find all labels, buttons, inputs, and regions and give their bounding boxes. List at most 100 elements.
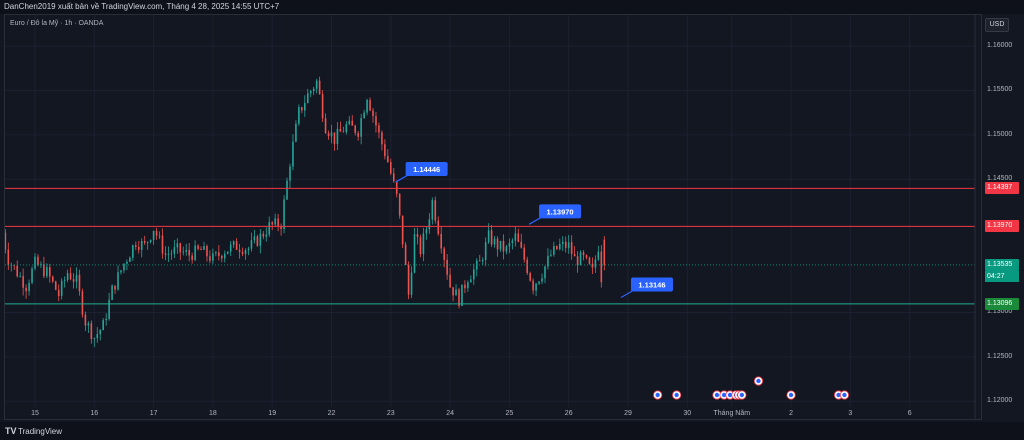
x-tick-label: 18	[209, 410, 217, 417]
footer-bar: TV TradingView	[0, 422, 1024, 440]
candle-up	[194, 245, 196, 260]
candle-up	[126, 261, 128, 264]
tradingview-logo-text[interactable]: TradingView	[18, 427, 63, 436]
candle-down	[333, 132, 336, 145]
candle-down	[443, 248, 445, 260]
candle-up	[330, 132, 333, 137]
candle-up	[470, 279, 472, 283]
candle-up	[149, 239, 152, 242]
candle-up	[170, 253, 173, 255]
candle-up	[132, 245, 134, 258]
candle-up	[309, 91, 312, 94]
tradingview-logo-icon[interactable]: TV	[5, 426, 17, 436]
callout-box[interactable]	[539, 204, 582, 219]
candle-up	[292, 141, 294, 167]
economic-event-icon-dot	[788, 392, 794, 398]
candle-up	[129, 257, 131, 262]
x-tick-label: 19	[268, 410, 276, 417]
candle-down	[256, 236, 259, 246]
candle-down	[37, 256, 39, 266]
candle-up	[455, 289, 457, 296]
candle-down	[401, 215, 404, 245]
candle-down	[591, 263, 594, 268]
candle-down	[25, 287, 27, 292]
candle-down	[529, 273, 531, 281]
candle-up	[105, 318, 107, 321]
candle-up	[274, 218, 276, 225]
candle-down	[155, 230, 158, 236]
candle-up	[152, 230, 155, 240]
candle-up	[185, 250, 188, 252]
price-chart[interactable]: 15 16 17 18 19 22 23 24 25 26 29 30 Tháng Năm 2 3 6 1.14…	[1, 14, 982, 420]
candle-down	[191, 255, 193, 260]
candle-up	[499, 240, 502, 250]
candle-down	[197, 245, 199, 249]
candle-up	[559, 243, 561, 250]
candle-down	[452, 287, 454, 296]
candle-down	[280, 226, 282, 230]
callout-box[interactable]	[630, 277, 673, 292]
candle-down	[387, 156, 389, 163]
candle-up	[597, 251, 600, 260]
callout-box[interactable]	[405, 162, 448, 177]
symbol-info[interactable]: Euro / Đô la Mỹ · 1h · OANDA	[10, 20, 104, 27]
candle-up	[34, 256, 36, 269]
candle-down	[7, 249, 10, 266]
candle-up	[66, 273, 69, 280]
candle-up	[28, 282, 30, 292]
candle-down	[478, 260, 481, 262]
candle-up	[298, 107, 300, 124]
candle-down	[22, 276, 24, 288]
candle-down	[392, 173, 395, 182]
candle-up	[140, 240, 143, 250]
candle-down	[419, 237, 422, 255]
candle-up	[203, 245, 205, 250]
candle-up	[226, 251, 229, 254]
candle-down	[179, 243, 182, 253]
economic-event-icon-dot	[674, 392, 679, 398]
candle-up	[541, 278, 543, 282]
y-tick-label: 1.16000	[987, 42, 1013, 50]
candle-down	[434, 200, 437, 221]
candle-up	[40, 264, 42, 266]
y-tick-label: 1.15500	[987, 86, 1013, 94]
candle-down	[78, 274, 81, 292]
candle-down	[437, 220, 440, 234]
currency-button[interactable]: USD	[985, 18, 1009, 32]
candle-down	[375, 116, 377, 126]
candle-down	[585, 255, 588, 258]
price-label-support[interactable]: 1.13096	[985, 297, 1019, 310]
candle-up	[360, 118, 362, 137]
price-label-resistance-1[interactable]: 1.14397	[985, 182, 1019, 195]
candle-down	[54, 281, 57, 290]
candle-down	[81, 291, 84, 315]
chart-canvas[interactable]: 15 16 17 18 19 22 23 24 25 26 29 30 Tháng Năm 2 3 61.14…	[1, 15, 981, 419]
candle-up	[295, 123, 297, 142]
current-price-label[interactable]: 1.13535	[985, 258, 1019, 271]
candle-latest	[603, 239, 606, 265]
candle-up	[511, 240, 514, 243]
candle-down	[517, 233, 520, 242]
y-tick-label: 1.13000	[987, 308, 1013, 316]
candle-down	[407, 264, 410, 295]
candle-up	[102, 320, 104, 331]
candle-up	[253, 236, 256, 241]
candle-up	[461, 284, 463, 306]
candle-down	[188, 250, 190, 256]
economic-event-icon-dot	[842, 392, 847, 398]
economic-event-icon-dot	[739, 392, 745, 398]
candle-up	[60, 280, 63, 296]
callout-label: 1.13970	[546, 207, 573, 216]
candle-down	[532, 280, 534, 291]
candle-up	[111, 285, 113, 300]
candle-up	[306, 93, 309, 104]
candle-down	[398, 193, 401, 216]
y-tick-label: 1.12000	[987, 397, 1013, 405]
y-tick-label: 1.15000	[987, 130, 1013, 138]
candle-up	[505, 246, 508, 252]
candle-up	[173, 247, 176, 254]
price-label-resistance-2[interactable]: 1.13970	[985, 220, 1019, 233]
candle-down	[378, 125, 380, 133]
candle-up	[345, 124, 348, 133]
candle-down	[342, 131, 345, 133]
